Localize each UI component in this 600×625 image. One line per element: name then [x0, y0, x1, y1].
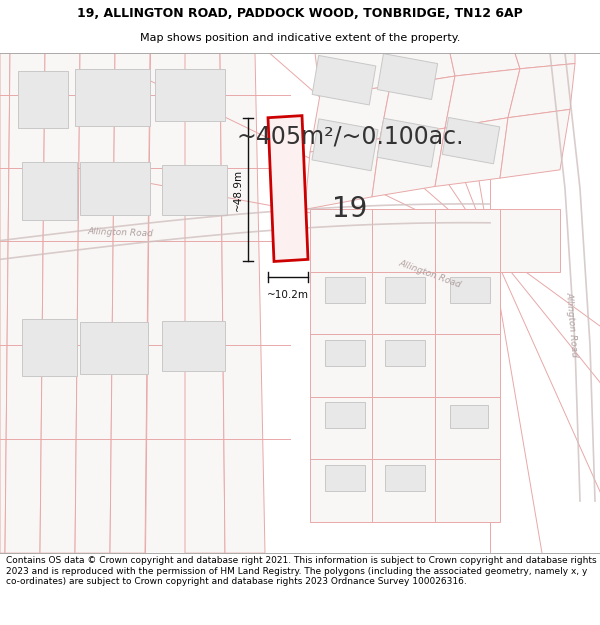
- Polygon shape: [435, 334, 500, 397]
- Bar: [442, 118, 500, 164]
- Polygon shape: [268, 116, 308, 261]
- Bar: [450, 277, 490, 303]
- Text: 19, ALLINGTON ROAD, PADDOCK WOOD, TONBRIDGE, TN12 6AP: 19, ALLINGTON ROAD, PADDOCK WOOD, TONBRI…: [77, 7, 523, 20]
- Polygon shape: [75, 53, 115, 553]
- Polygon shape: [145, 53, 185, 553]
- Polygon shape: [310, 459, 372, 522]
- Bar: [325, 339, 365, 366]
- Bar: [22, 162, 77, 220]
- Polygon shape: [515, 53, 575, 69]
- Text: Allington Road: Allington Road: [565, 291, 580, 357]
- Polygon shape: [310, 209, 372, 272]
- Bar: [385, 277, 425, 303]
- Bar: [325, 277, 365, 303]
- Bar: [385, 339, 425, 366]
- Polygon shape: [372, 272, 435, 334]
- Bar: [385, 464, 425, 491]
- Text: Map shows position and indicative extent of the property.: Map shows position and indicative extent…: [140, 33, 460, 43]
- Polygon shape: [40, 53, 80, 553]
- Polygon shape: [305, 139, 380, 209]
- Bar: [325, 464, 365, 491]
- Polygon shape: [508, 64, 575, 118]
- Bar: [155, 69, 225, 121]
- Bar: [162, 321, 225, 371]
- Polygon shape: [310, 334, 372, 397]
- Polygon shape: [435, 459, 500, 522]
- Bar: [325, 402, 365, 428]
- Polygon shape: [110, 53, 150, 553]
- Polygon shape: [372, 334, 435, 397]
- Bar: [377, 118, 438, 167]
- Text: ~48.9m: ~48.9m: [233, 169, 243, 211]
- Polygon shape: [310, 272, 372, 334]
- Bar: [162, 164, 227, 214]
- Bar: [312, 56, 376, 105]
- Polygon shape: [372, 128, 445, 197]
- Polygon shape: [435, 272, 500, 334]
- Bar: [75, 69, 150, 126]
- Bar: [18, 71, 68, 128]
- Text: 19: 19: [332, 196, 368, 223]
- Polygon shape: [315, 53, 390, 95]
- Polygon shape: [0, 53, 10, 553]
- Text: Allington Road: Allington Road: [87, 227, 153, 238]
- Text: Contains OS data © Crown copyright and database right 2021. This information is : Contains OS data © Crown copyright and d…: [6, 556, 596, 586]
- Bar: [80, 162, 150, 214]
- Bar: [450, 405, 488, 428]
- Polygon shape: [310, 397, 372, 459]
- Polygon shape: [435, 397, 500, 459]
- Polygon shape: [500, 109, 570, 178]
- Bar: [80, 322, 148, 374]
- Polygon shape: [500, 209, 560, 272]
- Polygon shape: [445, 69, 520, 128]
- Polygon shape: [5, 53, 45, 553]
- Polygon shape: [372, 397, 435, 459]
- Text: Allington Road: Allington Road: [398, 259, 463, 289]
- Polygon shape: [372, 209, 435, 272]
- Polygon shape: [310, 86, 390, 152]
- Bar: [22, 319, 77, 376]
- Polygon shape: [220, 53, 265, 553]
- Polygon shape: [372, 459, 435, 522]
- Polygon shape: [435, 209, 500, 272]
- Polygon shape: [385, 53, 455, 86]
- Text: ~10.2m: ~10.2m: [267, 289, 309, 299]
- Polygon shape: [450, 53, 520, 76]
- Polygon shape: [435, 118, 508, 186]
- Bar: [312, 119, 378, 171]
- Bar: [377, 54, 437, 99]
- Polygon shape: [380, 76, 455, 139]
- Polygon shape: [185, 53, 225, 553]
- Text: ~405m²/~0.100ac.: ~405m²/~0.100ac.: [236, 124, 464, 149]
